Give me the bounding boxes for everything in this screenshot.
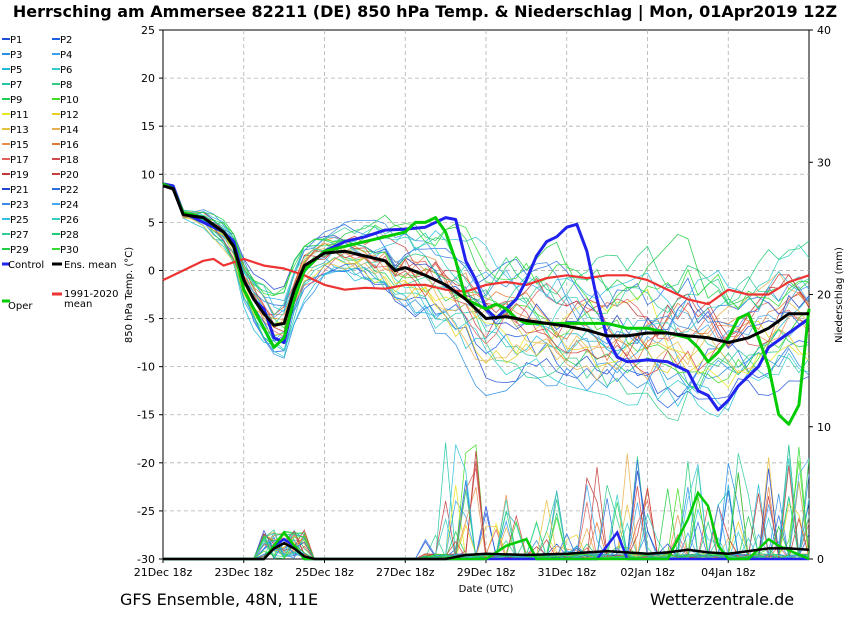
y-tick-label: 20 <box>141 72 155 85</box>
legend-label: P6 <box>60 65 72 76</box>
y-tick-label: -20 <box>137 457 155 470</box>
legend-label: P28 <box>60 230 79 241</box>
legend-label: P18 <box>60 155 79 166</box>
member-line-P28 <box>162 185 810 305</box>
member-line-P23 <box>162 185 810 345</box>
legend-label: P9 <box>10 95 22 106</box>
y-tick-label: -15 <box>137 409 155 422</box>
x-tick-label: 31Dec 18z <box>537 566 596 579</box>
y2-tick-label: 40 <box>817 24 831 37</box>
member-line-P30 <box>162 185 810 315</box>
legend: P1 P2 P3 P4 P5 P6 P7 P8 P9 P10 P11 P12 P13 P14 P15 P16 P… <box>2 35 119 312</box>
x-tick-label: 04Jan 18z <box>701 566 755 579</box>
y-tick-label: 15 <box>141 120 155 133</box>
grid-lines <box>163 30 809 559</box>
x-tick-label: 23Dec 18z <box>214 566 273 579</box>
member-line-P3 <box>162 185 810 396</box>
member-line-P18 <box>162 185 810 376</box>
legend-label: P7 <box>10 80 22 91</box>
y-tick-label: -10 <box>137 361 155 374</box>
legend-label: P26 <box>60 215 79 226</box>
legend-label: P21 <box>10 185 29 196</box>
x-tick-label: 02Jan 18z <box>620 566 674 579</box>
legend-label: P15 <box>10 140 29 151</box>
member-line-P6 <box>162 185 810 418</box>
legend-label: P30 <box>60 245 79 256</box>
legend-label: P23 <box>10 200 29 211</box>
legend-label-oper: Oper <box>8 301 33 312</box>
legend-label: P8 <box>60 80 72 91</box>
member-line-P8 <box>162 185 810 422</box>
main-series <box>162 182 811 561</box>
legend-label: P25 <box>10 215 29 226</box>
footer-site: Wetterzentrale.de <box>650 590 795 609</box>
legend-label: P19 <box>10 170 29 181</box>
y2-axis-label: Niederschlag (mm) <box>834 247 845 343</box>
y-axis-label: 850 hPa Temp. (°C) <box>124 247 135 343</box>
oper-precip-line <box>163 490 810 561</box>
legend-label: P27 <box>10 230 29 241</box>
x-tick-label: 21Dec 18z <box>134 566 193 579</box>
y-tick-label: 25 <box>141 24 155 37</box>
legend-label: P22 <box>60 185 79 196</box>
legend-label: P10 <box>60 95 79 106</box>
member-line-P29 <box>162 185 810 309</box>
x-axis-label: Date (UTC) <box>459 584 514 595</box>
x-tick-label: 25Dec 18z <box>295 566 354 579</box>
member-line-P21 <box>162 185 810 349</box>
climate-line <box>162 257 810 306</box>
legend-label-mean: Ens. mean <box>64 260 117 271</box>
oper-line <box>162 182 811 426</box>
chart-title: Herrsching am Ammersee 82211 (DE) 850 hP… <box>12 2 838 21</box>
y-tick-label: 10 <box>141 168 155 181</box>
legend-label: P1 <box>10 35 22 46</box>
y2-axis-ticks: 0 10 20 30 40 <box>809 24 831 566</box>
footer-model-info: GFS Ensemble, 48N, 11E <box>120 590 319 609</box>
x-tick-label: 29Dec 18z <box>457 566 516 579</box>
mean-line <box>162 184 809 345</box>
member-line-P22 <box>162 185 810 325</box>
legend-label: P29 <box>10 245 29 256</box>
legend-label: P14 <box>60 125 79 136</box>
legend-label: P20 <box>60 170 79 181</box>
y2-tick-label: 30 <box>817 156 831 169</box>
member-line-P24 <box>162 185 810 358</box>
member-line-P2 <box>162 185 810 409</box>
legend-label-climate-2: mean <box>64 299 92 310</box>
y2-tick-label: 20 <box>817 289 831 302</box>
y2-tick-label: 0 <box>817 553 824 566</box>
y-axis-ticks: -30 -25 -20 -15 -10 -5 0 5 10 15 20 25 <box>137 24 163 566</box>
y-tick-label: 5 <box>148 216 155 229</box>
x-tick-label: 27Dec 18z <box>376 566 435 579</box>
legend-label: P12 <box>60 110 79 121</box>
y-tick-label: -5 <box>144 313 155 326</box>
y-tick-label: 0 <box>148 264 155 277</box>
legend-label: P4 <box>60 50 72 61</box>
mean-precip-line <box>163 541 810 561</box>
legend-label: P16 <box>60 140 79 151</box>
legend-label: P13 <box>10 125 29 136</box>
y-tick-label: -25 <box>137 505 155 518</box>
legend-label: P11 <box>10 110 29 121</box>
legend-label: P2 <box>60 35 72 46</box>
legend-label: P17 <box>10 155 29 166</box>
x-axis-ticks: 21Dec 18z 23Dec 18z 25Dec 18z 27Dec 18z 29De… <box>134 559 756 579</box>
legend-label: P24 <box>60 200 79 211</box>
y2-tick-label: 10 <box>817 421 831 434</box>
precip-member-line-P28 <box>163 461 810 560</box>
y-tick-label: -30 <box>137 553 155 566</box>
legend-label-climate-1: 1991-2020 <box>64 289 119 300</box>
legend-label-control: Control <box>8 260 44 271</box>
legend-label: P5 <box>10 65 22 76</box>
legend-label: P3 <box>10 50 22 61</box>
precip-member-line-P30 <box>163 446 810 560</box>
